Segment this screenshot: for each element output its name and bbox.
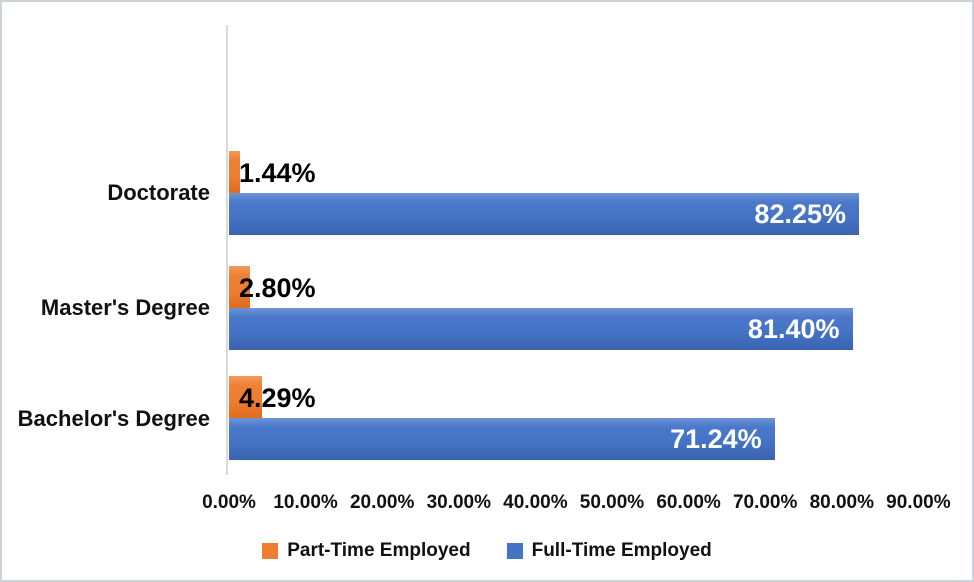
full-time-bar-bachelors: 71.24% <box>229 418 775 460</box>
legend-item-full-time: Full-Time Employed <box>506 540 712 562</box>
part-time-data-label-masters: 2.80% <box>239 273 316 303</box>
x-axis-tick-label: 0.00% <box>202 492 256 513</box>
part-time-bar-bachelors <box>229 376 262 418</box>
chart-legend: Part-Time Employed Full-Time Employed <box>2 540 972 562</box>
y-axis-line <box>226 25 228 475</box>
x-axis-tick-label: 20.00% <box>349 492 415 513</box>
legend-label-full-time: Full-Time Employed <box>531 540 712 561</box>
legend-label-part-time: Part-Time Employed <box>287 540 471 561</box>
x-axis-tick-label: 40.00% <box>503 492 568 513</box>
x-axis-tick-label: 30.00% <box>426 492 492 513</box>
x-axis-tick-label: 70.00% <box>732 492 798 513</box>
category-label-bachelors: Bachelor's Degree <box>17 406 210 431</box>
full-time-bar-masters: 81.40% <box>229 308 853 350</box>
x-axis-tick-label: 50.00% <box>579 492 645 513</box>
x-axis-tick-label: 90.00% <box>886 492 951 513</box>
full-time-bar-doctorate: 82.25% <box>229 193 859 235</box>
part-time-data-label-doctorate: 1.44% <box>239 158 316 188</box>
legend-item-part-time: Part-Time Employed <box>262 540 471 562</box>
full-time-data-label-bachelors: 71.24% <box>670 423 762 454</box>
category-label-doctorate: Doctorate <box>107 180 210 205</box>
x-axis-tick-label: 80.00% <box>809 492 875 513</box>
x-axis-tick-label: 10.00% <box>273 492 338 513</box>
full-time-data-label-masters: 81.40% <box>747 313 840 344</box>
full-time-data-label-doctorate: 82.25% <box>754 198 846 229</box>
part-time-data-label-bachelors: 4.29% <box>239 383 316 413</box>
category-label-masters: Master's Degree <box>40 295 210 320</box>
part-time-bar-masters <box>229 266 251 308</box>
part-time-bar-doctorate <box>229 151 240 193</box>
x-axis-tick-label: 60.00% <box>656 492 721 513</box>
part-time-legend-swatch-icon <box>262 543 279 559</box>
full-time-legend-swatch-icon <box>506 543 523 559</box>
